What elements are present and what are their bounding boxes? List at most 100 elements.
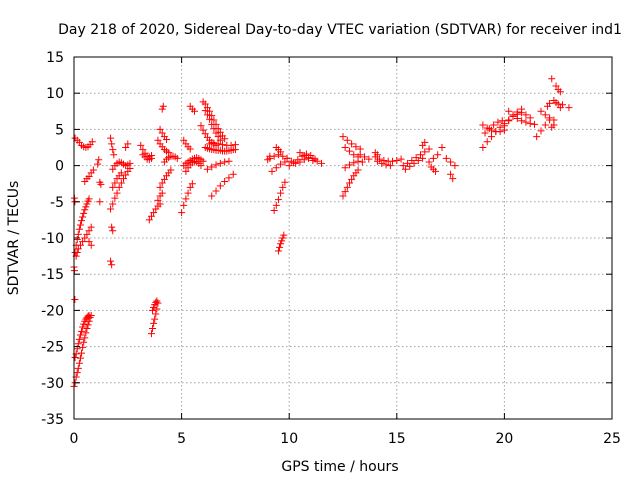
data-point [154, 136, 162, 144]
x-tick-label: 5 [177, 431, 186, 447]
data-point [278, 237, 286, 245]
data-point [137, 141, 145, 149]
data-point [113, 189, 121, 197]
data-point [537, 127, 545, 135]
data-point [81, 234, 89, 242]
x-tick-label: 15 [388, 431, 406, 447]
data-point [107, 134, 115, 142]
data-point [150, 319, 158, 327]
data-point [109, 200, 117, 208]
data-point [277, 160, 285, 168]
data-point [197, 162, 205, 170]
data-point [354, 166, 362, 174]
data-point [276, 243, 284, 251]
data-point [281, 178, 289, 186]
data-point [147, 330, 155, 338]
y-tick-label: -10 [41, 231, 64, 247]
data-point [74, 230, 82, 238]
data-point [283, 154, 291, 162]
data-point [149, 325, 157, 332]
data-point [272, 201, 280, 209]
data-point [343, 183, 351, 191]
data-point [285, 162, 293, 170]
data-point [277, 240, 285, 248]
data-point [108, 261, 116, 269]
data-point [212, 187, 220, 195]
data-point [354, 157, 362, 165]
data-point [358, 158, 366, 166]
data-point [350, 159, 358, 167]
data-point [268, 167, 276, 175]
data-point [378, 159, 386, 167]
data-point [533, 133, 541, 141]
data-point [109, 183, 117, 191]
data-point [373, 151, 381, 159]
data-point [74, 245, 82, 253]
data-point [225, 157, 233, 165]
data-point [361, 153, 369, 161]
data-point [74, 364, 82, 372]
chart-title: Day 218 of 2020, Sidereal Day-to-day VTE… [58, 22, 622, 38]
data-point [296, 149, 304, 157]
data-point [526, 120, 534, 128]
data-point [274, 247, 282, 255]
y-tick-label: 15 [46, 50, 64, 66]
data-point [79, 323, 87, 331]
data-point [85, 172, 93, 180]
data-point [75, 359, 83, 367]
data-point [266, 152, 274, 160]
data-point [83, 200, 91, 208]
data-point [197, 122, 205, 130]
x-tick-label: 25 [603, 431, 621, 447]
data-point [479, 121, 487, 129]
data-point [117, 169, 125, 177]
data-point [279, 183, 287, 191]
data-point [180, 201, 188, 209]
data-point [341, 144, 349, 151]
data-point [356, 151, 364, 159]
data-point [438, 144, 446, 151]
data-point [227, 141, 235, 149]
data-point [79, 238, 87, 246]
data-point [216, 182, 224, 190]
data-point [152, 310, 160, 318]
data-point [76, 241, 84, 249]
data-point [414, 157, 422, 165]
data-point [76, 331, 84, 339]
data-point [229, 170, 237, 178]
data-point [382, 161, 390, 169]
data-point [184, 189, 192, 197]
data-point [163, 136, 171, 144]
data-point [290, 159, 298, 167]
data-point [206, 115, 214, 123]
data-point [210, 139, 218, 147]
data-point [406, 162, 414, 170]
data-point [434, 151, 442, 159]
data-point [115, 183, 123, 191]
data-point [82, 203, 90, 211]
data-point [156, 125, 164, 133]
data-point [447, 170, 455, 178]
data-point [84, 312, 92, 320]
data-point [109, 227, 117, 235]
data-point [78, 217, 86, 225]
data-point [210, 125, 218, 133]
y-tick-label: 10 [46, 86, 64, 102]
data-point [206, 140, 214, 148]
data-point [546, 99, 554, 107]
data-point [153, 297, 161, 305]
data-point [277, 189, 285, 197]
data-point [96, 198, 104, 206]
data-point [111, 194, 119, 202]
data-point [88, 138, 96, 146]
data-point [487, 133, 495, 141]
data-point [537, 107, 545, 115]
data-point [216, 128, 224, 136]
data-point [149, 306, 157, 314]
data-point [218, 141, 226, 149]
data-point [107, 257, 115, 265]
data-point [416, 151, 424, 159]
data-point [451, 162, 459, 170]
data-point [158, 179, 166, 187]
data-point [214, 133, 222, 141]
